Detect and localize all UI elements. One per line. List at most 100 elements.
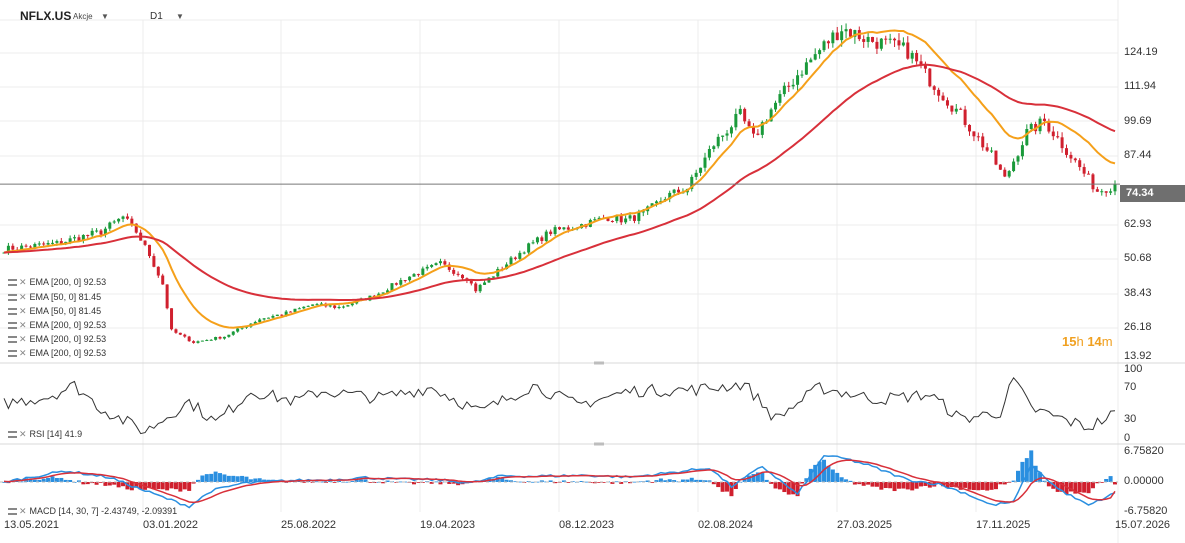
- pane-separators[interactable]: [0, 361, 1185, 446]
- candle-body: [1091, 174, 1095, 190]
- indicator-legend-ema-2[interactable]: ✕ EMA [50, 0] 81.45: [8, 292, 101, 303]
- macd-histogram-bar: [491, 479, 496, 482]
- macd-histogram-bar: [1077, 482, 1082, 493]
- indicator-legend-ema-5[interactable]: ✕ EMA [200, 0] 92.53: [8, 334, 106, 345]
- macd-histogram-bar: [248, 479, 253, 482]
- settings-lines-icon[interactable]: [8, 431, 17, 439]
- indicator-legend-macd[interactable]: ✕ MACD [14, 30, 7] -2.43749, -2.09391: [8, 506, 177, 517]
- macd-histogram-bar: [447, 482, 452, 484]
- indicator-label: EMA [200, 0] 92.53: [29, 277, 107, 287]
- settings-lines-icon[interactable]: [8, 322, 17, 330]
- candle-body: [289, 311, 293, 313]
- candle-body: [778, 94, 782, 103]
- close-icon[interactable]: ✕: [19, 320, 27, 330]
- candle-body: [412, 274, 416, 277]
- candle-body: [2, 252, 6, 254]
- macd-histogram-bar: [438, 482, 443, 485]
- settings-lines-icon[interactable]: [8, 350, 17, 358]
- candle-body: [178, 332, 182, 335]
- macd-histogram-bar: [257, 478, 262, 482]
- candle-body: [906, 42, 910, 59]
- close-icon[interactable]: ✕: [19, 506, 27, 516]
- price-axis-label: 50.68: [1124, 252, 1152, 264]
- macd-histogram-bar: [645, 480, 650, 482]
- macd-histogram-bar: [178, 482, 183, 492]
- macd-histogram-bar: [993, 482, 998, 490]
- macd-histogram-bar: [213, 471, 218, 482]
- indicator-legend-ema-6[interactable]: ✕ EMA [200, 0] 92.53: [8, 348, 106, 359]
- close-icon[interactable]: ✕: [19, 348, 27, 358]
- candle-body: [941, 95, 945, 101]
- price-axis-label: 111.94: [1124, 80, 1157, 92]
- settings-lines-icon[interactable]: [8, 508, 17, 516]
- macd-histogram-bar: [830, 469, 835, 482]
- macd-histogram-bar: [504, 479, 509, 482]
- macd-histogram-bar: [742, 479, 747, 482]
- macd-histogram-bar: [32, 479, 37, 482]
- macd-histogram-bar: [1046, 482, 1051, 487]
- candle-body: [818, 50, 822, 55]
- macd-histogram-bar: [561, 480, 566, 482]
- indicator-legend-ema-4[interactable]: ✕ EMA [200, 0] 92.53: [8, 320, 106, 331]
- countdown-hours-unit: h: [1076, 334, 1084, 349]
- candle-body: [593, 219, 597, 221]
- macd-histogram-bar: [804, 478, 809, 482]
- candle-body: [729, 127, 733, 134]
- macd-histogram-bar: [147, 482, 152, 489]
- macd-histogram-bar: [949, 482, 954, 487]
- candle-body: [68, 238, 72, 242]
- candle-body: [632, 215, 636, 221]
- indicator-legend-ema-3[interactable]: ✕ EMA [50, 0] 81.45: [8, 306, 101, 317]
- macd-histogram-bar: [315, 481, 320, 483]
- settings-lines-icon[interactable]: [8, 294, 17, 302]
- macd-histogram-bar: [209, 473, 214, 482]
- macd-histogram-bar: [112, 482, 117, 485]
- candle-body: [535, 237, 539, 243]
- symbol-label: NFLX.US: [20, 9, 72, 23]
- pane-resize-handle[interactable]: [594, 361, 604, 365]
- indicator-legend-ema-1[interactable]: ✕ EMA [200, 0] 92.53: [8, 277, 106, 288]
- candle-body: [275, 314, 279, 316]
- macd-histogram-bar: [760, 472, 765, 482]
- macd-histogram-bar: [513, 481, 518, 483]
- close-icon[interactable]: ✕: [19, 334, 27, 344]
- settings-lines-icon[interactable]: [8, 279, 17, 287]
- settings-lines-icon[interactable]: [8, 336, 17, 344]
- candle-body: [390, 283, 394, 291]
- macd-histogram-bar: [747, 475, 752, 482]
- candle-body: [1042, 118, 1046, 121]
- timeframe-dropdown-icon[interactable]: ▼: [176, 12, 184, 21]
- candle-body: [474, 283, 478, 292]
- rsi-axis-label: 30: [1124, 413, 1137, 425]
- candle-body: [835, 32, 839, 41]
- candle-body: [566, 227, 570, 230]
- candle-body: [725, 133, 729, 136]
- macd-histogram-bar: [989, 482, 994, 490]
- macd-histogram-bar: [253, 478, 258, 482]
- candle-body: [747, 121, 751, 127]
- candle-body: [156, 266, 160, 276]
- pane-resize-handle[interactable]: [594, 442, 604, 446]
- symbol-dropdown-icon[interactable]: ▼: [101, 12, 109, 21]
- indicator-legend-rsi[interactable]: ✕ RSI [14] 41.9: [8, 429, 82, 440]
- macd-histogram-bar: [628, 482, 633, 484]
- candle-body: [813, 54, 817, 60]
- close-icon[interactable]: ✕: [19, 277, 27, 287]
- date-axis-label: 27.03.2025: [837, 519, 893, 531]
- candle-body: [496, 268, 500, 277]
- candle-body: [152, 256, 156, 267]
- candle-body: [267, 317, 271, 319]
- close-icon[interactable]: ✕: [19, 306, 27, 316]
- candle-body: [549, 231, 553, 235]
- candle-body: [117, 218, 121, 222]
- close-icon[interactable]: ✕: [19, 292, 27, 302]
- macd-histogram-bar: [945, 482, 950, 489]
- macd-histogram-bar: [980, 482, 985, 490]
- macd-axis-label: -6.75820: [1124, 505, 1168, 517]
- candle-body: [147, 244, 151, 257]
- settings-lines-icon[interactable]: [8, 308, 17, 316]
- candle-body: [840, 31, 844, 41]
- macd-histogram-bar: [345, 481, 350, 483]
- close-icon[interactable]: ✕: [19, 429, 27, 439]
